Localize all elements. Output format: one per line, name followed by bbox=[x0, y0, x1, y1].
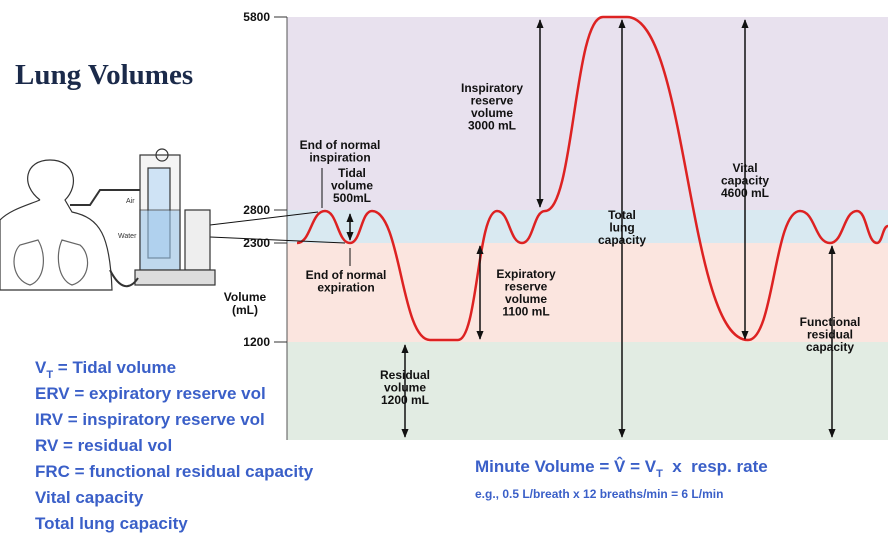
text-line: 3000 mL bbox=[468, 119, 516, 133]
abbreviation: VT = Tidal volume bbox=[35, 358, 176, 381]
abbr-term: IRV = inspiratory reserve vol bbox=[35, 410, 265, 429]
formula-part: = V bbox=[625, 457, 656, 476]
axis-title: Volume(mL) bbox=[224, 290, 267, 317]
formula-part: x resp. rate bbox=[663, 457, 768, 476]
abbr-term: Vital capacity bbox=[35, 488, 144, 507]
illustration-label: Water bbox=[118, 233, 137, 240]
spirometer-illustration bbox=[0, 149, 215, 290]
formula-part: V̂ bbox=[614, 456, 626, 476]
abbreviation: ERV = expiratory reserve vol bbox=[35, 384, 266, 403]
text-line: expiration bbox=[317, 281, 374, 295]
y-tick-label: 5800 bbox=[243, 10, 270, 24]
abbr-def: = Tidal volume bbox=[53, 358, 176, 377]
text-line: capacity bbox=[806, 340, 854, 354]
slide: Air Water Lung Volumes 5800 2800 2300 1200 V… bbox=[0, 0, 888, 544]
abbr-term: Total lung capacity bbox=[35, 514, 188, 533]
title: Lung Volumes bbox=[15, 59, 193, 91]
text-line: capacity bbox=[598, 233, 646, 247]
abbreviation: RV = residual vol bbox=[35, 436, 172, 455]
abbr-term: V bbox=[35, 358, 47, 377]
rv-band bbox=[287, 342, 888, 440]
erv-band bbox=[287, 243, 888, 342]
y-tick-label: 2800 bbox=[243, 203, 270, 217]
abbreviation: IRV = inspiratory reserve vol bbox=[35, 410, 265, 429]
illustration-label: Air bbox=[126, 198, 135, 205]
abbreviation: FRC = functional residual capacity bbox=[35, 462, 314, 481]
formula-part: Minute Volume = bbox=[475, 457, 614, 476]
page: Air Water Lung Volumes 5800 2800 2300 1200 V… bbox=[0, 0, 888, 544]
y-tick-label: 1200 bbox=[243, 335, 270, 349]
text-line: 1200 mL bbox=[381, 393, 429, 407]
y-tick-label: 2300 bbox=[243, 236, 270, 250]
formula-example: e.g., 0.5 L/breath x 12 breaths/min = 6 … bbox=[475, 487, 723, 501]
text-line: (mL) bbox=[232, 303, 258, 317]
irv-band bbox=[287, 17, 888, 210]
abbreviation: Vital capacity bbox=[35, 488, 144, 507]
text-line: inspiration bbox=[309, 151, 370, 165]
tidal-band bbox=[287, 210, 888, 243]
abbr-term: FRC = functional residual capacity bbox=[35, 462, 314, 481]
abbreviation: Total lung capacity bbox=[35, 514, 188, 533]
text-line: Volume bbox=[224, 290, 267, 304]
text-line: 500mL bbox=[333, 191, 371, 205]
minute-volume: Minute Volume = V̂ = VT x resp. rate bbox=[475, 456, 768, 480]
text-line: 1100 mL bbox=[502, 305, 549, 319]
text-line: 4600 mL bbox=[721, 186, 769, 200]
abbr-term: ERV = expiratory reserve vol bbox=[35, 384, 266, 403]
abbr-term: RV = residual vol bbox=[35, 436, 172, 455]
